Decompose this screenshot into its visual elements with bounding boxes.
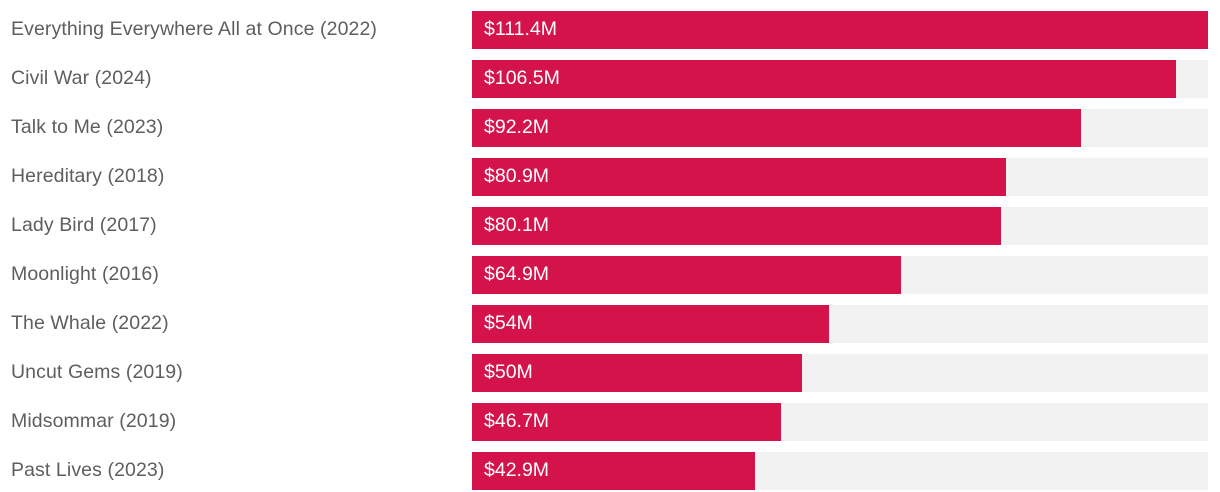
bar-track: $46.7M [472, 403, 1208, 441]
value-label: $111.4M [484, 18, 557, 41]
category-label: The Whale (2022) [11, 312, 169, 335]
bar-track: $111.4M [472, 11, 1208, 49]
bar-track: $50M [472, 354, 1208, 392]
value-label: $46.7M [484, 410, 550, 433]
bar: $50M [472, 354, 803, 392]
bar: $54M [472, 305, 829, 343]
box-office-bar-chart: Everything Everywhere All at Once (2022)… [0, 11, 1220, 490]
bar-track: $106.5M [472, 60, 1208, 98]
chart-row: Lady Bird (2017) $80.1M [0, 207, 1220, 245]
category-label: Everything Everywhere All at Once (2022) [11, 18, 378, 41]
chart-row: Everything Everywhere All at Once (2022)… [0, 11, 1220, 49]
value-label: $54M [484, 312, 533, 335]
bar-track: $80.9M [472, 158, 1208, 196]
chart-row: Uncut Gems (2019) $50M [0, 354, 1220, 392]
value-label: $64.9M [484, 263, 550, 286]
bar-track: $92.2M [472, 109, 1208, 147]
value-label: $80.9M [484, 165, 550, 188]
category-label: Moonlight (2016) [11, 263, 159, 286]
category-label: Lady Bird (2017) [11, 214, 157, 237]
category-label: Talk to Me (2023) [11, 116, 164, 139]
bar-track: $42.9M [472, 452, 1208, 490]
chart-row: Moonlight (2016) $64.9M [0, 256, 1220, 294]
value-label: $42.9M [484, 459, 550, 482]
bar: $80.1M [472, 207, 1002, 245]
bar: $111.4M [472, 11, 1208, 49]
category-label: Uncut Gems (2019) [11, 361, 183, 384]
category-label: Hereditary (2018) [11, 165, 165, 188]
chart-row: The Whale (2022) $54M [0, 305, 1220, 343]
category-label: Civil War (2024) [11, 67, 152, 90]
category-label: Midsommar (2019) [11, 410, 177, 433]
bar-track: $54M [472, 305, 1208, 343]
bar: $106.5M [472, 60, 1176, 98]
bar: $42.9M [472, 452, 756, 490]
bar: $92.2M [472, 109, 1082, 147]
bar-track: $80.1M [472, 207, 1208, 245]
bar: $64.9M [472, 256, 901, 294]
bar: $80.9M [472, 158, 1007, 196]
bar-track: $64.9M [472, 256, 1208, 294]
bar: $46.7M [472, 403, 781, 441]
value-label: $92.2M [484, 116, 550, 139]
value-label: $50M [484, 361, 533, 384]
chart-row: Hereditary (2018) $80.9M [0, 158, 1220, 196]
value-label: $80.1M [484, 214, 550, 237]
chart-row: Civil War (2024) $106.5M [0, 60, 1220, 98]
chart-row: Midsommar (2019) $46.7M [0, 403, 1220, 441]
value-label: $106.5M [484, 67, 560, 90]
chart-row: Past Lives (2023) $42.9M [0, 452, 1220, 490]
category-label: Past Lives (2023) [11, 459, 165, 482]
chart-row: Talk to Me (2023) $92.2M [0, 109, 1220, 147]
